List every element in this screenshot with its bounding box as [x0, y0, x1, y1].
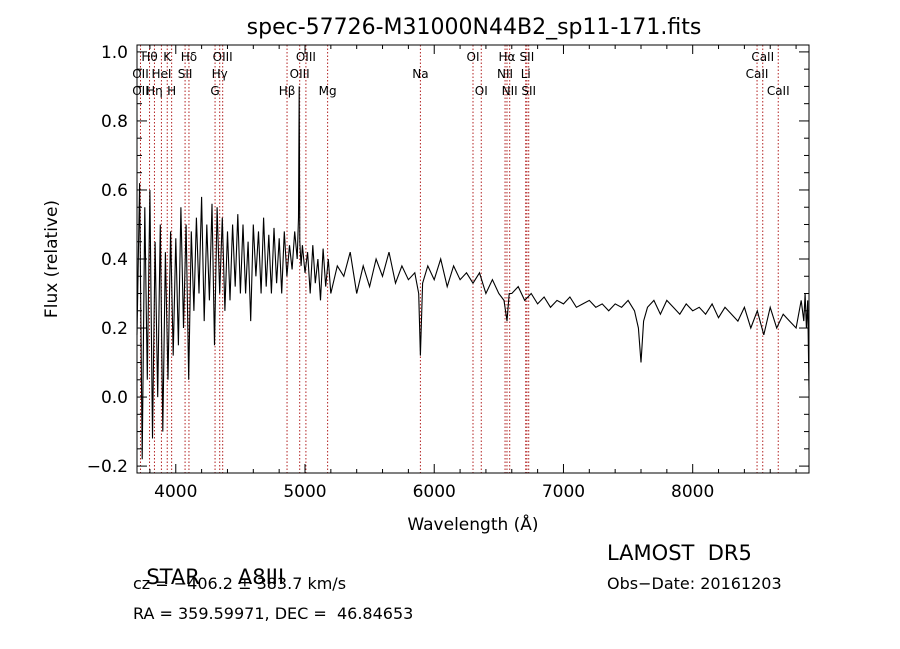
x-axis-label: Wavelength (Å) — [407, 513, 538, 535]
spectral-line-label: SII — [521, 84, 536, 98]
spectral-line-label: H — [167, 84, 176, 98]
obs-date: Obs−Date: 20161203 — [607, 574, 782, 593]
spectral-line-label: CaII — [767, 84, 790, 98]
spectral-line-label: OIII — [213, 50, 233, 64]
spectral-line-label: HeI — [151, 67, 171, 81]
spectral-line-label: K — [163, 50, 172, 64]
x-tick-label: 4000 — [154, 482, 197, 502]
spectral-line-label: OI — [475, 84, 488, 98]
object-class: STAR A8III — [133, 541, 284, 589]
spectral-line-label: Mg — [319, 84, 337, 98]
y-tick-label: 1.0 — [101, 43, 128, 63]
spectral-line-label: Hθ — [141, 50, 157, 64]
chart-title: spec-57726-M31000N44B2_sp11-171.fits — [247, 15, 702, 40]
spectral-line-label: OII — [132, 84, 149, 98]
x-tick-label: 7000 — [542, 482, 585, 502]
spectral-line-label: OII — [132, 67, 149, 81]
cz-velocity: cz = −406.2 ± 383.7 km/s — [133, 574, 347, 593]
y-tick-label: 0.6 — [101, 181, 128, 201]
spectral-line-label: NII — [497, 67, 513, 81]
y-tick-label: 0.8 — [101, 112, 128, 132]
x-tick-label: 8000 — [671, 482, 714, 502]
spectral-line-label: Hγ — [212, 67, 228, 81]
spectral-line-label: Hα — [499, 50, 516, 64]
spectral-line-label: CaII — [751, 50, 774, 64]
spectral-line-label: OI — [467, 50, 480, 64]
y-axis-label: Flux (relative) — [42, 200, 62, 318]
object-subclass: A8III — [237, 565, 285, 589]
x-tick-label: 5000 — [283, 482, 326, 502]
y-tick-label: 0.0 — [101, 388, 128, 408]
y-tick-label: 0.2 — [101, 319, 128, 339]
spectral-line-label: NII — [502, 84, 518, 98]
spectral-line-label: OIII — [290, 67, 310, 81]
spectral-line-label: Hβ — [279, 84, 296, 98]
spectral-line-label: OIII — [296, 50, 316, 64]
survey-name: LAMOST DR5 — [607, 541, 752, 565]
coordinates: RA = 359.59971, DEC = 46.84653 — [133, 604, 414, 623]
spectral-line-label: CaII — [746, 67, 769, 81]
x-tick-label: 6000 — [413, 482, 456, 502]
spectral-line-label: SII — [520, 50, 535, 64]
spectral-line-label: Hδ — [181, 50, 197, 64]
axes: 4000 5000 6000 7000 8000 −0.2 0.0 0.2 0.4 0.6 0.8 1… — [87, 43, 809, 502]
spectral-line-label: Li — [521, 67, 531, 81]
spectral-line-label: SII — [178, 67, 193, 81]
y-tick-label: −0.2 — [87, 457, 128, 477]
spectral-line-label: Na — [412, 67, 428, 81]
y-tick-label: 0.4 — [101, 250, 128, 270]
spectral-line-label: G — [210, 84, 219, 98]
spectral-line-label: Hη — [146, 84, 163, 98]
spectrum-line — [136, 86, 810, 460]
object-type: STAR — [146, 565, 200, 589]
